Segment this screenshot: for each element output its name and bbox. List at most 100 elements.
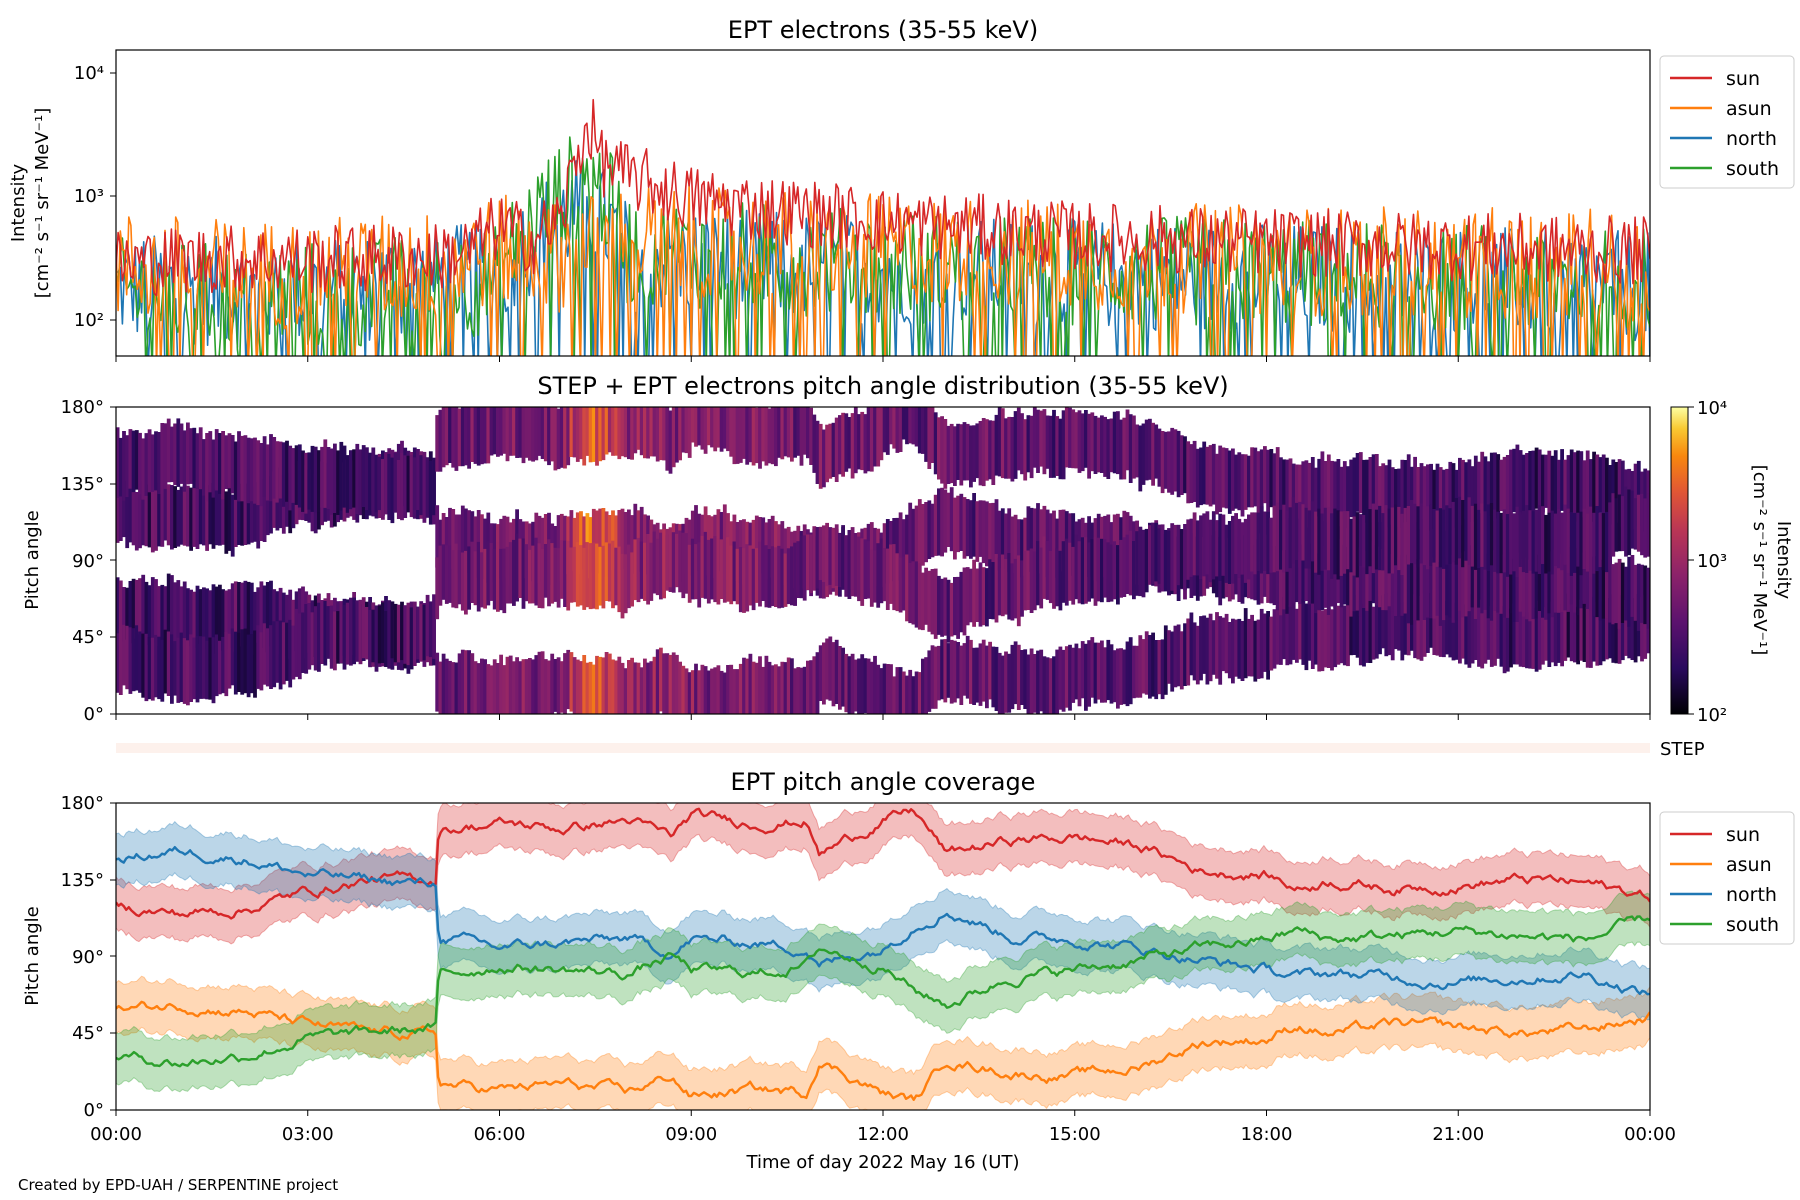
pad-cell bbox=[1295, 541, 1299, 603]
pad-cell bbox=[997, 510, 1002, 571]
pad-cell bbox=[409, 607, 414, 670]
pad-cell bbox=[1630, 490, 1635, 549]
pad-cell bbox=[716, 665, 721, 714]
pad-cell bbox=[1333, 461, 1338, 521]
pad-cell bbox=[1458, 592, 1462, 664]
pad-cell bbox=[1646, 567, 1650, 629]
pad-cell bbox=[134, 579, 139, 639]
pad-cell bbox=[930, 645, 935, 709]
legend-label-sun: sun bbox=[1726, 68, 1760, 90]
pad-cell bbox=[924, 407, 928, 462]
pad-cell bbox=[1461, 500, 1465, 568]
pad-cell bbox=[806, 660, 810, 714]
pad-cell bbox=[844, 413, 849, 472]
pad-cell bbox=[946, 425, 951, 484]
intensity-series-group bbox=[116, 98, 1650, 356]
pad-cell bbox=[1595, 506, 1600, 572]
step-strip: STEP bbox=[116, 739, 1705, 760]
pad-cell bbox=[981, 639, 986, 702]
pad-cell bbox=[214, 488, 219, 546]
pad-cell bbox=[524, 659, 529, 714]
pad-cell bbox=[342, 445, 347, 508]
pad-cell bbox=[927, 500, 932, 559]
pad-cell bbox=[221, 636, 225, 694]
pad-cell bbox=[975, 423, 980, 479]
pad-cell bbox=[911, 407, 916, 445]
pad-cell bbox=[218, 433, 222, 494]
pad-cell bbox=[249, 490, 254, 543]
pad-cell bbox=[822, 642, 826, 705]
pad-cell bbox=[301, 612, 305, 673]
pad-cell bbox=[866, 541, 871, 599]
pad-cell bbox=[1195, 520, 1200, 576]
pad-cell bbox=[1617, 600, 1622, 664]
pad-cell bbox=[1403, 557, 1408, 614]
pad-cell bbox=[997, 557, 1002, 616]
pad-cell bbox=[1253, 512, 1258, 575]
intensity-line-south bbox=[116, 136, 1650, 356]
pad-cell bbox=[1566, 546, 1571, 612]
pad-cell bbox=[492, 659, 497, 714]
pad-cell bbox=[1119, 648, 1123, 705]
pad-cell bbox=[524, 544, 529, 602]
pad-cell bbox=[182, 430, 187, 492]
pad-cell bbox=[1023, 419, 1028, 481]
pad-cell bbox=[1403, 602, 1408, 655]
pad-cell bbox=[1039, 509, 1044, 574]
pad-cell bbox=[262, 478, 267, 542]
pad-cell bbox=[1013, 558, 1018, 619]
pad-cell bbox=[697, 670, 702, 714]
panel-pitch-angle-coverage: EPT pitch angle coverage 0° 45° 90° 135°… bbox=[22, 768, 1795, 1173]
pad-cell bbox=[905, 554, 909, 622]
pad-cell bbox=[230, 583, 235, 649]
pad-cell bbox=[716, 538, 721, 605]
pad-cell bbox=[1167, 530, 1171, 595]
pad-cell bbox=[1493, 509, 1497, 572]
pad-cell bbox=[646, 534, 650, 605]
pad-cell bbox=[1007, 653, 1012, 713]
x-tick-label: 03:00 bbox=[282, 1124, 334, 1145]
pad-cell bbox=[515, 407, 519, 458]
pad-cell bbox=[1617, 558, 1622, 629]
pad-cell bbox=[1288, 551, 1293, 607]
pad-cell bbox=[214, 634, 219, 697]
pad-cell bbox=[1374, 545, 1379, 606]
pad-cell bbox=[534, 655, 539, 714]
pad-cell bbox=[451, 407, 456, 468]
pad-cell bbox=[1416, 506, 1421, 568]
pad-cell bbox=[1010, 516, 1015, 584]
pad-cell bbox=[1288, 458, 1293, 518]
pad-cell bbox=[1151, 422, 1155, 486]
pad-cell bbox=[1275, 447, 1280, 512]
pad-cell bbox=[1608, 557, 1612, 623]
colorbar-label-line1: Intensity bbox=[1773, 521, 1794, 600]
pad-cell bbox=[265, 628, 270, 687]
pad-cell bbox=[748, 545, 753, 606]
step-label: STEP bbox=[1660, 739, 1705, 760]
pad-cell bbox=[690, 670, 695, 714]
panel3-ytick-label: 180° bbox=[61, 793, 104, 814]
pad-cell bbox=[898, 407, 903, 452]
pad-cell bbox=[611, 407, 615, 456]
pad-cell bbox=[713, 407, 718, 452]
pad-cell bbox=[1355, 595, 1360, 658]
pad-cell bbox=[790, 658, 794, 714]
pad-cell bbox=[1496, 552, 1501, 613]
pad-cell bbox=[116, 427, 120, 498]
pad-cell bbox=[1215, 612, 1219, 679]
pad-cell bbox=[1077, 410, 1082, 473]
pad-cell bbox=[1307, 538, 1312, 605]
pad-cell bbox=[751, 548, 756, 611]
pad-cell bbox=[1144, 528, 1149, 593]
pad-cell bbox=[1620, 460, 1625, 528]
pad-cell bbox=[154, 487, 158, 551]
pad-cell bbox=[1438, 508, 1443, 568]
pad-cell bbox=[464, 407, 468, 466]
pad-cell bbox=[1253, 447, 1258, 507]
pad-cell bbox=[1106, 419, 1111, 479]
pad-cell bbox=[1461, 552, 1465, 618]
pad-cell bbox=[758, 407, 762, 469]
pad-cell bbox=[1269, 616, 1274, 671]
pad-cell bbox=[1464, 462, 1469, 519]
pad-cell bbox=[1192, 440, 1197, 502]
